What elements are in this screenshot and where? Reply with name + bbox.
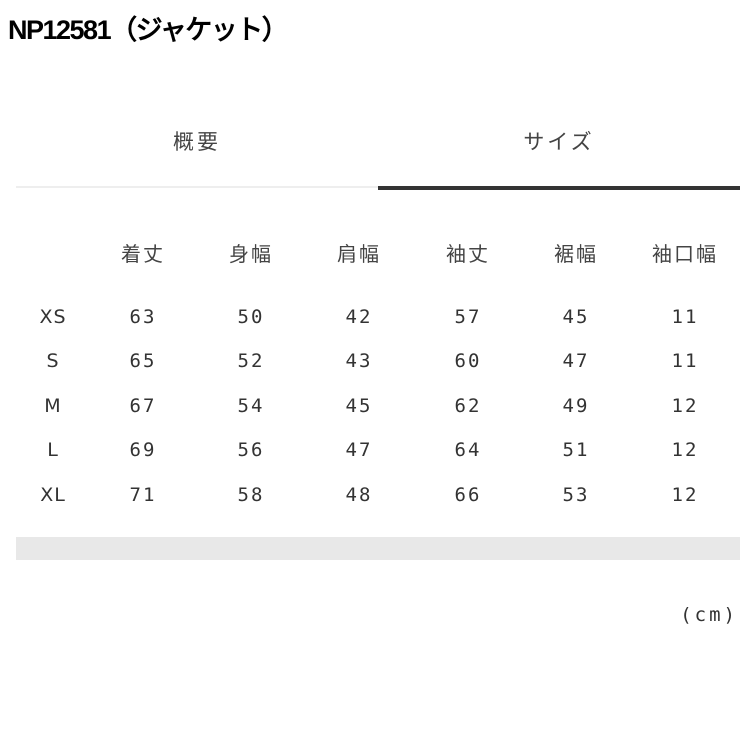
table-cell: 66 (454, 484, 482, 506)
column-header: 袖口幅 (652, 244, 718, 266)
column-header: 肩幅 (337, 244, 381, 266)
table-cell: 47 (345, 439, 373, 461)
table-cell: 56 (237, 439, 265, 461)
table-cell: 60 (454, 350, 482, 372)
table-cell: 48 (345, 484, 373, 506)
table-cell: 57 (454, 306, 482, 328)
table-cell: 11 (671, 350, 699, 372)
row-size-label: L (47, 439, 59, 461)
table-cell: 71 (129, 484, 157, 506)
table-cell: 12 (671, 484, 699, 506)
table-cell: 47 (562, 350, 590, 372)
table-cell: 65 (129, 350, 157, 372)
table-cell: 49 (562, 395, 590, 417)
table-cell: 53 (562, 484, 590, 506)
table-cell: 12 (671, 439, 699, 461)
table-cell: 58 (237, 484, 265, 506)
column-header: 身幅 (229, 244, 273, 266)
table-cell: 62 (454, 395, 482, 417)
table-cell: 64 (454, 439, 482, 461)
table-cell: 67 (129, 395, 157, 417)
table-cell: 45 (562, 306, 590, 328)
table-cell: 51 (562, 439, 590, 461)
tab-underline-inactive (16, 186, 378, 188)
table-cell: 52 (237, 350, 265, 372)
tab-size[interactable]: サイズ (523, 131, 595, 154)
table-cell: 11 (671, 306, 699, 328)
row-size-label: XS (39, 306, 67, 328)
table-cell: 12 (671, 395, 699, 417)
table-cell: 63 (129, 306, 157, 328)
table-footer-bar (16, 537, 740, 560)
tab-underline-active (378, 186, 740, 190)
table-cell: 54 (237, 395, 265, 417)
row-size-label: XL (40, 484, 66, 506)
column-header: 裾幅 (554, 244, 598, 266)
table-cell: 45 (345, 395, 373, 417)
page-title: NP12581（ジャケット） (8, 15, 289, 45)
table-cell: 42 (345, 306, 373, 328)
unit-label: (cm) (680, 604, 738, 626)
table-cell: 50 (237, 306, 265, 328)
row-size-label: S (46, 350, 60, 372)
row-size-label: M (44, 395, 62, 417)
column-header: 袖丈 (446, 244, 490, 266)
column-header: 着丈 (121, 244, 165, 266)
table-cell: 69 (129, 439, 157, 461)
tab-overview[interactable]: 概要 (173, 131, 221, 154)
table-cell: 43 (345, 350, 373, 372)
